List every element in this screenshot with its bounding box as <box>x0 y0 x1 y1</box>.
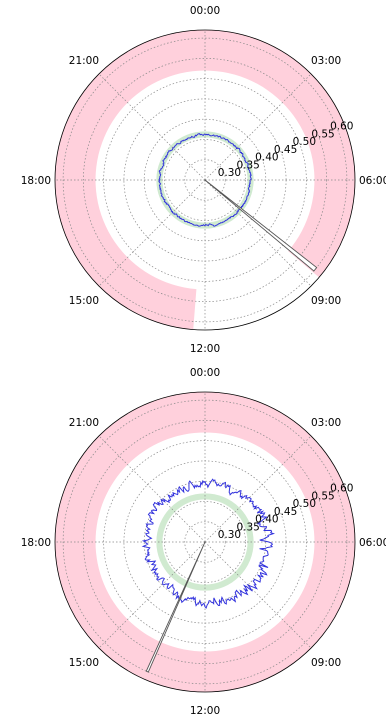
polar-chart-bottom: 0.300.350.400.450.500.550.60 00:00 03:00 06… <box>21 367 386 717</box>
r-tick-label: 0.50 <box>293 498 316 510</box>
radial-gridline <box>83 420 327 664</box>
radial-gridline <box>184 159 226 201</box>
theta-label: 00:00 <box>190 367 220 379</box>
r-tick-label: 0.60 <box>330 483 353 495</box>
theta-label: 00:00 <box>190 5 220 17</box>
r-tick-label: 0.40 <box>255 152 278 164</box>
theta-label: 09:00 <box>311 295 341 307</box>
r-tick-label: 0.35 <box>236 521 259 533</box>
radial-gridline <box>83 58 327 302</box>
theta-label: 12:00 <box>190 343 220 355</box>
angular-gridline <box>204 179 312 287</box>
radial-gridline <box>62 37 348 323</box>
angular-gridline <box>98 435 206 543</box>
theta-label: 21:00 <box>69 55 99 67</box>
theta-label: 06:00 <box>359 175 386 187</box>
theta-label: 15:00 <box>69 657 99 669</box>
r-tick-label: 0.35 <box>236 159 259 171</box>
theta-label: 09:00 <box>311 657 341 669</box>
radial-gridline <box>164 501 246 583</box>
r-tick-label: 0.45 <box>274 506 297 518</box>
series-line <box>141 478 276 609</box>
pointer-wedge <box>145 541 206 673</box>
theta-label: 03:00 <box>311 55 341 67</box>
r-tick-label: 0.30 <box>218 167 241 179</box>
plot-border <box>54 391 356 693</box>
pointer-wedge <box>204 179 318 272</box>
r-tick-label: 0.60 <box>330 121 353 133</box>
radial-gridline <box>164 139 246 221</box>
theta-label: 03:00 <box>311 417 341 429</box>
radial-gridline <box>184 521 226 563</box>
theta-label: 12:00 <box>190 705 220 717</box>
theta-label: 21:00 <box>69 417 99 429</box>
polar-chart-top: 0.300.350.400.450.500.550.60 00:00 03:00 06… <box>21 5 386 355</box>
r-tick-label: 0.55 <box>311 128 334 140</box>
angular-gridline <box>98 73 206 181</box>
theta-label: 18:00 <box>21 175 51 187</box>
plot-border <box>54 29 356 331</box>
radial-gridline <box>103 78 307 282</box>
angular-gridline <box>98 179 206 287</box>
theta-label: 18:00 <box>21 537 51 549</box>
theta-label: 06:00 <box>359 537 386 549</box>
angular-gridline <box>204 435 312 543</box>
r-tick-label: 0.50 <box>293 136 316 148</box>
angular-gridline <box>98 541 206 649</box>
radial-gridline <box>103 440 307 644</box>
theta-label: 15:00 <box>69 295 99 307</box>
radial-gridline <box>62 399 348 685</box>
angular-gridline <box>204 73 312 181</box>
series-line <box>158 132 252 227</box>
r-tick-label: 0.40 <box>255 514 278 526</box>
r-tick-label: 0.30 <box>218 529 241 541</box>
r-tick-label: 0.55 <box>311 490 334 502</box>
angular-gridline <box>204 541 312 649</box>
r-tick-label: 0.45 <box>274 144 297 156</box>
